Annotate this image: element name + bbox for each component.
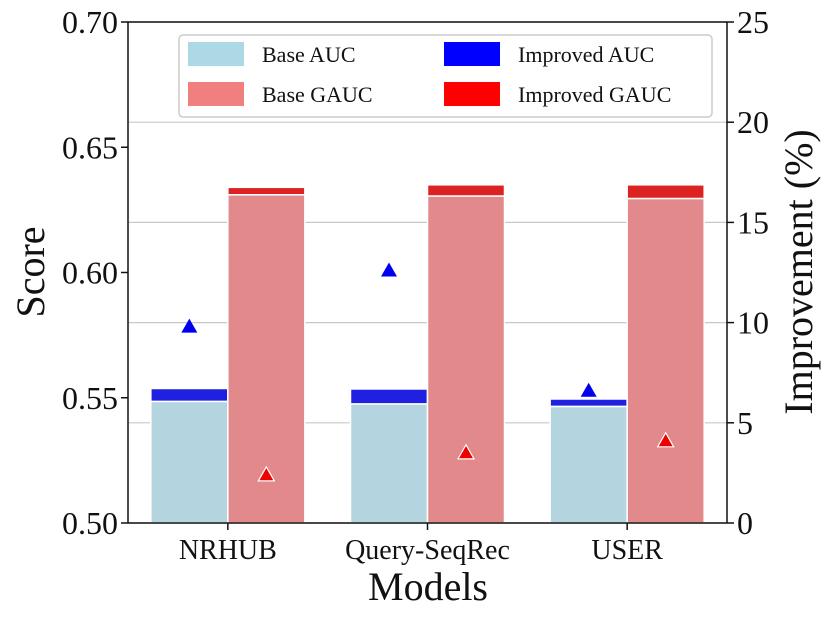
y-tick-label: 0.50 [62, 505, 118, 541]
x-tick-label: NRHUB [179, 535, 277, 566]
y2-tick-label: 0 [737, 505, 753, 541]
marker-auc-improvement-0 [181, 318, 198, 333]
axes: 0.50 0.55 0.60 0.65 0.70 0 5 10 15 20 25 NRHUB Query… [62, 4, 769, 566]
y-tick-label: 0.65 [62, 129, 118, 165]
bar-base-auc-query-seqrec [349, 403, 429, 524]
legend-swatch-improved-gauc [444, 82, 500, 106]
y-tick-label: 0.70 [62, 4, 118, 40]
marker-gauc-improvement-1 [456, 443, 476, 460]
legend-swatch-base-auc [188, 42, 244, 66]
bar-base-gauc-query-seqrec [426, 195, 506, 524]
bar-improved-auc-nrhub [150, 387, 229, 403]
y2-tick-label: 15 [737, 204, 769, 240]
legend-swatch-improved-auc [444, 42, 500, 66]
y-axis-title: Score [8, 226, 53, 317]
bar-base-gauc-user [626, 197, 705, 524]
legend-label-improved-gauc: Improved GAUC [518, 82, 671, 107]
marker-gauc-improvement-2 [656, 431, 675, 448]
x-axis-title: Models [368, 564, 488, 609]
bar-base-auc-nrhub [150, 400, 229, 524]
y-tick-label: 0.55 [62, 380, 118, 416]
y2-tick-label: 20 [737, 104, 769, 140]
y2-tick-label: 25 [737, 4, 769, 40]
bars [150, 184, 705, 524]
bar-improved-gauc-user [626, 184, 705, 200]
bar-improved-gauc-query-seqrec [426, 184, 506, 197]
legend-label-improved-auc: Improved AUC [518, 42, 654, 67]
bar-improved-auc-user [549, 398, 628, 408]
x-tick-label: Query-SeqRec [345, 535, 510, 566]
bar-improved-gauc-nrhub [227, 186, 306, 196]
legend-box [178, 34, 713, 118]
y-tick-label: 0.60 [62, 255, 118, 291]
marker-auc-improvement-2 [580, 382, 597, 397]
legend-swatch-base-gauc [188, 82, 244, 106]
y2-tick-label: 10 [737, 305, 769, 341]
x-tick-label: USER [591, 535, 663, 566]
legend: Base AUC Improved AUC Base GAUC Improved… [178, 34, 713, 118]
bar-improved-auc-query-seqrec [349, 388, 429, 405]
marker-gauc-improvement-0 [257, 465, 276, 482]
legend-label-base-gauc: Base GAUC [262, 82, 373, 107]
legend-label-base-auc: Base AUC [262, 42, 356, 67]
bar-base-auc-user [549, 405, 628, 524]
y2-tick-label: 5 [737, 405, 753, 441]
improvement-markers [181, 262, 675, 482]
y2-axis-title: Improvement (%) [776, 129, 821, 414]
marker-auc-improvement-1 [381, 262, 397, 277]
